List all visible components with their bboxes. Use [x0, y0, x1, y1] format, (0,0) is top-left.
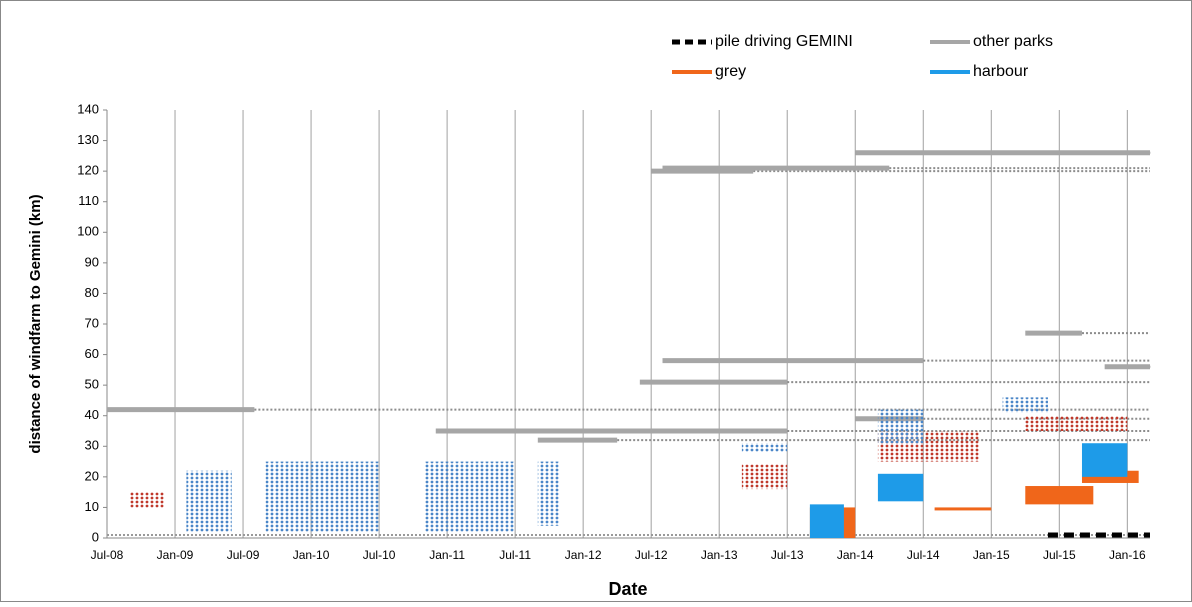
x-tick-label: Jul-12 — [635, 548, 668, 562]
y-tick-label: 130 — [77, 132, 99, 147]
y-tick-label: 120 — [77, 163, 99, 178]
block — [1025, 415, 1128, 431]
y-tick-label: 10 — [85, 499, 99, 514]
x-tick-label: Jul-15 — [1043, 548, 1076, 562]
legend-label: harbour — [973, 63, 1029, 80]
x-tick-label: Jan-16 — [1109, 548, 1146, 562]
y-tick-label: 60 — [85, 346, 99, 361]
block — [537, 461, 561, 526]
x-tick-label: Jan-12 — [565, 548, 602, 562]
x-tick-label: Jul-09 — [227, 548, 260, 562]
x-tick-label: Jan-10 — [293, 548, 330, 562]
x-tick-label: Jul-08 — [91, 548, 124, 562]
x-tick-label: Jul-10 — [363, 548, 396, 562]
y-axis-title: distance of windfarm to Gemini (km) — [27, 194, 44, 453]
block — [186, 470, 232, 532]
x-tick-label: Jan-13 — [701, 548, 738, 562]
block — [877, 473, 924, 502]
block — [809, 504, 844, 538]
y-tick-label: 80 — [85, 285, 99, 300]
y-tick-label: 30 — [85, 438, 99, 453]
y-tick-label: 140 — [77, 101, 99, 116]
y-tick-label: 50 — [85, 377, 99, 392]
legend-label: grey — [715, 63, 746, 80]
block — [741, 443, 788, 453]
y-tick-label: 90 — [85, 254, 99, 269]
x-tick-label: Jan-09 — [157, 548, 194, 562]
block — [877, 409, 924, 444]
block — [265, 461, 334, 532]
block — [129, 492, 164, 508]
x-axis-title: Date — [608, 579, 647, 599]
legend: pile driving GEMINI other parks grey harbou… — [672, 33, 1053, 80]
legend-label: pile driving GEMINI — [715, 33, 853, 50]
y-tick-label: 70 — [85, 315, 99, 330]
x-tick-label: Jul-11 — [499, 548, 531, 562]
x-tick-label: Jan-15 — [973, 548, 1010, 562]
block — [469, 461, 516, 532]
y-tick-label: 0 — [92, 529, 99, 544]
y-tick-label: 110 — [78, 193, 99, 208]
block — [1002, 397, 1048, 413]
legend-label: other parks — [973, 33, 1053, 50]
y-tick-label: 40 — [85, 407, 99, 422]
x-tick-label: Jul-14 — [907, 548, 940, 562]
x-tick-label: Jan-11 — [429, 548, 465, 562]
block — [424, 461, 470, 532]
block — [1081, 443, 1128, 477]
block — [333, 461, 380, 532]
x-tick-label: Jul-13 — [771, 548, 804, 562]
block — [1025, 486, 1094, 505]
y-tick-label: 100 — [77, 224, 99, 239]
block — [741, 464, 788, 490]
block — [934, 507, 992, 511]
x-tick-label: Jan-14 — [837, 548, 874, 562]
y-tick-label: 20 — [85, 468, 99, 483]
